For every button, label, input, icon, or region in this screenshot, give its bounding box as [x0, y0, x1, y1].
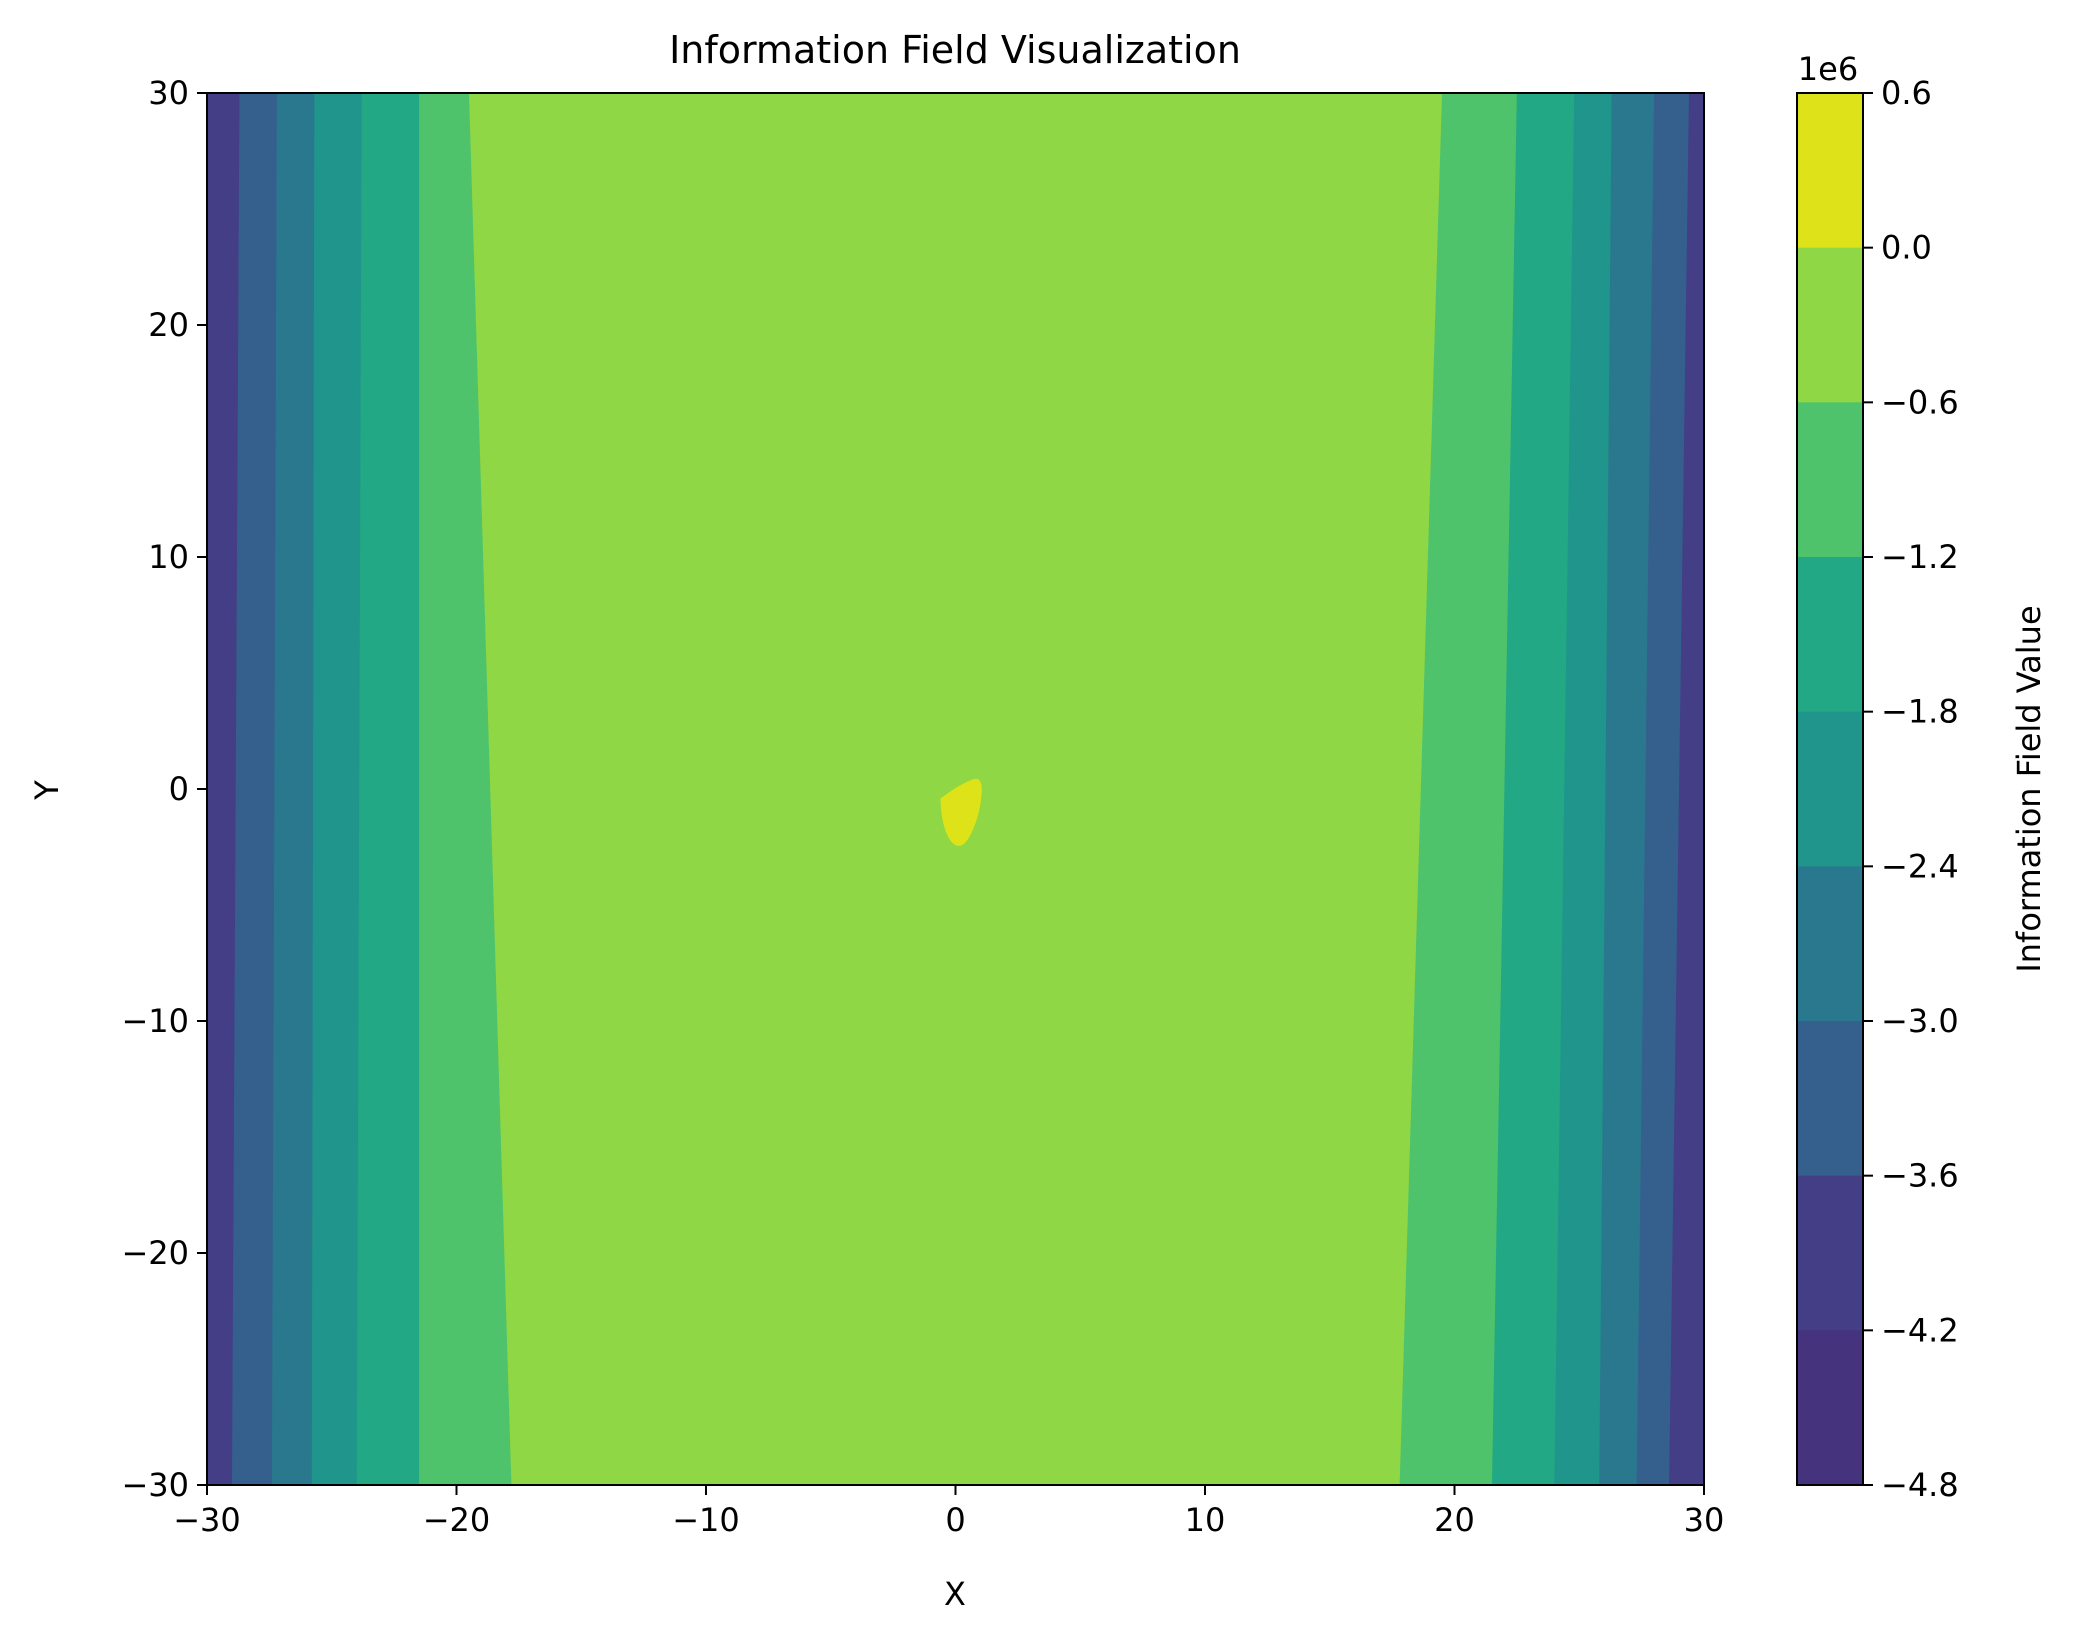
colorbar-tick-label: 0.0 [1881, 229, 1932, 267]
colorbar-frame [1796, 92, 1864, 1486]
colorbar-segment [1797, 247, 1863, 403]
colorbar-segment [1797, 402, 1863, 558]
colorbar-segment [1797, 557, 1863, 713]
peak-contour-region [940, 778, 982, 846]
chart-title: Information Field Visualization [669, 28, 1241, 72]
x-tick-label: 20 [1434, 1501, 1475, 1539]
y-axis-label: Y [28, 780, 66, 801]
y-tick-label: −20 [121, 1234, 189, 1272]
colorbar-segment [1797, 1175, 1863, 1331]
plot-area [207, 93, 1704, 1485]
x-tick-label: 0 [945, 1501, 965, 1539]
colorbar-segment [1797, 866, 1863, 1022]
y-tick-label: 20 [148, 306, 189, 344]
y-tick-label: 0 [169, 770, 189, 808]
colorbar-tick-label: −4.8 [1881, 1466, 1959, 1504]
colorbar-tick-label: −3.0 [1881, 1002, 1959, 1040]
colorbar-segment [1797, 93, 1863, 249]
y-tick-label: 10 [148, 538, 189, 576]
colorbar-segment [1797, 1330, 1863, 1486]
colorbar-segment [1797, 711, 1863, 867]
x-tick-label: 30 [1684, 1501, 1725, 1539]
colorbar-tick-label: −1.8 [1881, 693, 1959, 731]
colorbar-tick-label: −2.4 [1881, 847, 1959, 885]
colorbar: 0.6 0.0 −0.6 −1.2 −1.8 −2.4 −3.0 −3.6 −4.2 −4.8 [1796, 74, 1959, 1504]
colorbar-tick-label: 0.6 [1881, 74, 1932, 112]
x-tick-label: −20 [423, 1501, 491, 1539]
x-tick-label: −30 [173, 1501, 241, 1539]
y-tick-label: −10 [121, 1002, 189, 1040]
colorbar-tick-label: −1.2 [1881, 538, 1959, 576]
x-tick-label: −10 [672, 1501, 740, 1539]
y-axis: 30 20 10 0 −10 −20 −30 [121, 74, 207, 1504]
colorbar-tick-label: −3.6 [1881, 1157, 1959, 1195]
x-axis: −30 −20 −10 0 10 20 30 [173, 1485, 1724, 1539]
y-tick-label: −30 [121, 1466, 189, 1504]
colorbar-tick-label: −0.6 [1881, 383, 1959, 421]
x-tick-label: 10 [1185, 1501, 1226, 1539]
colorbar-segment [1797, 1021, 1863, 1177]
colorbar-scale-label: 1e6 [1798, 50, 1858, 88]
colorbar-label: Information Field Value [2010, 605, 2048, 972]
colorbar-tick-label: −4.2 [1881, 1311, 1959, 1349]
y-tick-label: 30 [148, 74, 189, 112]
x-axis-label: X [944, 1575, 966, 1613]
